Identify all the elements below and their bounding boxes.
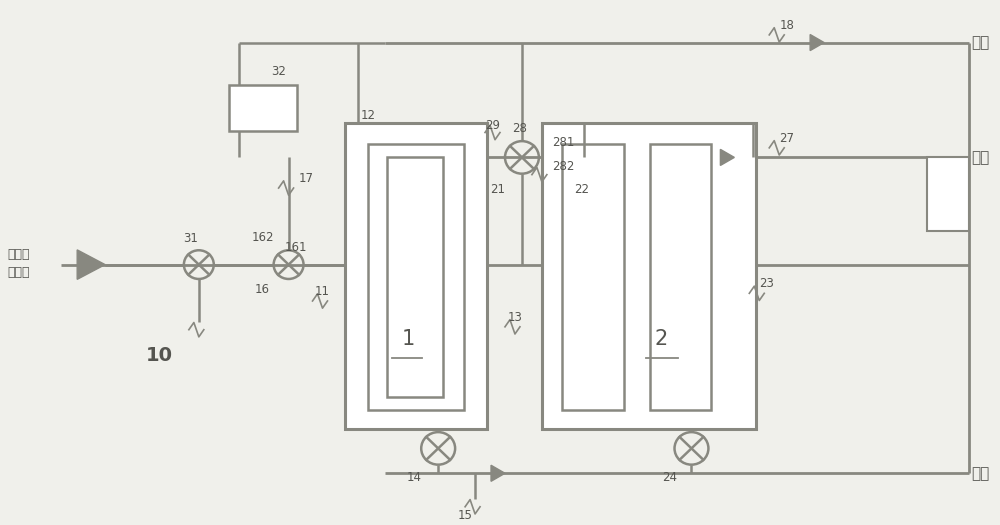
Polygon shape — [77, 250, 105, 279]
Text: 23: 23 — [759, 277, 774, 290]
Bar — [650, 144, 711, 410]
Bar — [927, 158, 969, 231]
Text: 282: 282 — [552, 161, 574, 173]
Text: 22: 22 — [574, 183, 589, 196]
Text: 27: 27 — [779, 132, 794, 145]
Text: 281: 281 — [552, 135, 574, 149]
Text: 24: 24 — [662, 470, 677, 484]
Text: 32: 32 — [271, 65, 286, 78]
Text: 28: 28 — [513, 122, 527, 135]
Bar — [229, 85, 297, 131]
Polygon shape — [491, 465, 505, 481]
Text: 14: 14 — [407, 470, 422, 484]
Text: 29: 29 — [486, 119, 501, 132]
Text: 自来水: 自来水 — [7, 248, 30, 260]
Text: 17: 17 — [299, 172, 314, 185]
Text: 12: 12 — [360, 109, 375, 122]
Bar — [387, 158, 443, 397]
Bar — [562, 144, 624, 410]
Text: 13: 13 — [508, 311, 522, 324]
Text: 18: 18 — [779, 19, 794, 32]
Text: 软水: 软水 — [972, 150, 990, 165]
Bar — [345, 123, 487, 429]
Text: 进水口: 进水口 — [7, 266, 30, 279]
Text: 净水: 净水 — [972, 35, 990, 50]
Bar — [368, 144, 464, 410]
Text: 15: 15 — [458, 509, 473, 522]
Text: 162: 162 — [251, 232, 274, 244]
Text: 161: 161 — [284, 241, 307, 254]
Text: 1: 1 — [402, 329, 415, 349]
Polygon shape — [720, 150, 734, 165]
Text: 31: 31 — [183, 232, 198, 245]
Text: 11: 11 — [315, 285, 330, 298]
Text: 10: 10 — [145, 346, 172, 365]
Text: 16: 16 — [255, 283, 270, 296]
Text: 21: 21 — [491, 183, 506, 196]
Text: 2: 2 — [655, 329, 668, 349]
Polygon shape — [810, 35, 824, 50]
Bar — [542, 123, 756, 429]
Text: 废水: 废水 — [972, 466, 990, 481]
